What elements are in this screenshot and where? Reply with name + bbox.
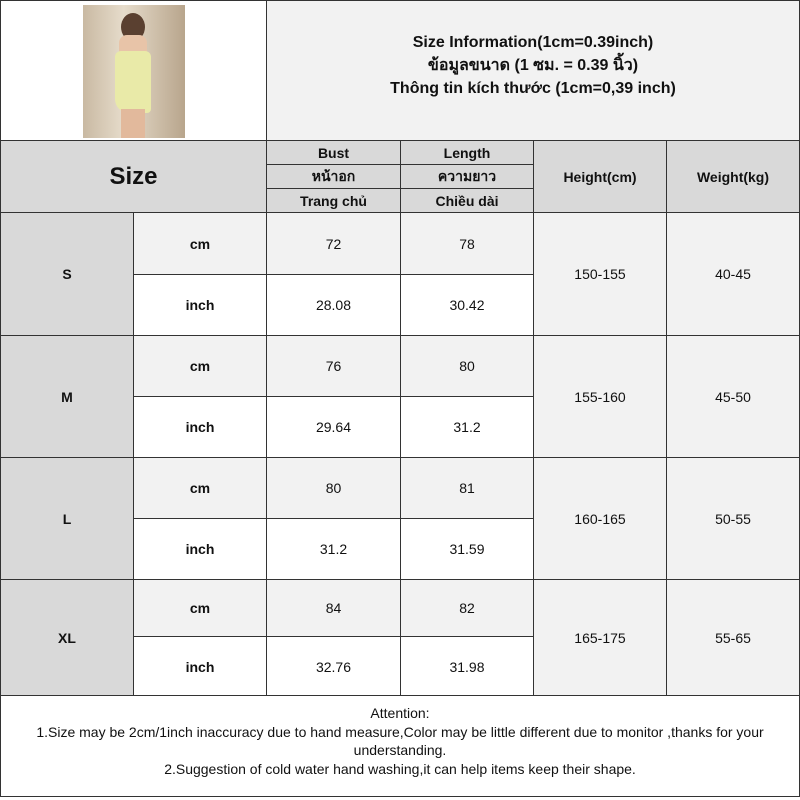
height-value: 150-155 [533,212,667,336]
bust-header-en: Bust [266,140,401,165]
attention-note-2: 2.Suggestion of cold water hand washing,… [164,760,636,777]
unit-inch-label: inch [133,636,267,697]
bust-inch-value: 29.64 [266,396,401,458]
length-cm-value: 81 [400,457,534,519]
length-header-vi: Chiều dài [400,188,534,213]
title-vietnamese: Thông tin kích thước (1cm=0,39 inch) [390,80,676,97]
attention-note-1: 1.Size may be 2cm/1inch inaccuracy due t… [36,723,764,759]
length-inch-value: 31.98 [400,636,534,697]
title-block: Size Information(1cm=0.39inch) ข้อมูลขนา… [266,0,800,141]
length-inch-value: 30.42 [400,274,534,336]
length-cm-value: 78 [400,212,534,275]
attention-heading: Attention: [370,705,430,721]
height-value: 160-165 [533,457,667,580]
bust-cm-value: 76 [266,335,401,397]
product-photo [83,5,185,138]
unit-cm-label: cm [133,212,267,275]
bust-header-vi: Trang chủ [266,188,401,213]
title-thai: ข้อมูลขนาด (1 ซม. = 0.39 นิ้ว) [427,57,639,74]
unit-inch-label: inch [133,274,267,336]
bust-inch-value: 32.76 [266,636,401,697]
unit-inch-label: inch [133,396,267,458]
length-header-en: Length [400,140,534,165]
unit-cm-label: cm [133,457,267,519]
size-label: S [0,212,134,336]
length-inch-value: 31.59 [400,518,534,580]
title-english: Size Information(1cm=0.39inch) [412,34,654,51]
size-label: XL [0,579,134,697]
length-header-th: ความยาว [400,164,534,189]
bust-cm-value: 84 [266,579,401,637]
length-inch-value: 31.2 [400,396,534,458]
weight-value: 40-45 [666,212,800,336]
height-value: 155-160 [533,335,667,458]
unit-cm-label: cm [133,579,267,637]
length-cm-value: 80 [400,335,534,397]
bust-cm-value: 80 [266,457,401,519]
weight-value: 55-65 [666,579,800,697]
weight-value: 45-50 [666,335,800,458]
bust-header-th: หน้าอก [266,164,401,189]
unit-inch-label: inch [133,518,267,580]
height-value: 165-175 [533,579,667,697]
unit-cm-label: cm [133,335,267,397]
length-cm-value: 82 [400,579,534,637]
size-header: Size [0,140,267,213]
bust-inch-value: 31.2 [266,518,401,580]
weight-header: Weight(kg) [666,140,800,213]
bust-inch-value: 28.08 [266,274,401,336]
attention-notes: Attention: 1.Size may be 2cm/1inch inacc… [0,695,800,797]
size-label: L [0,457,134,580]
height-header: Height(cm) [533,140,667,213]
bust-cm-value: 72 [266,212,401,275]
weight-value: 50-55 [666,457,800,580]
size-label: M [0,335,134,458]
